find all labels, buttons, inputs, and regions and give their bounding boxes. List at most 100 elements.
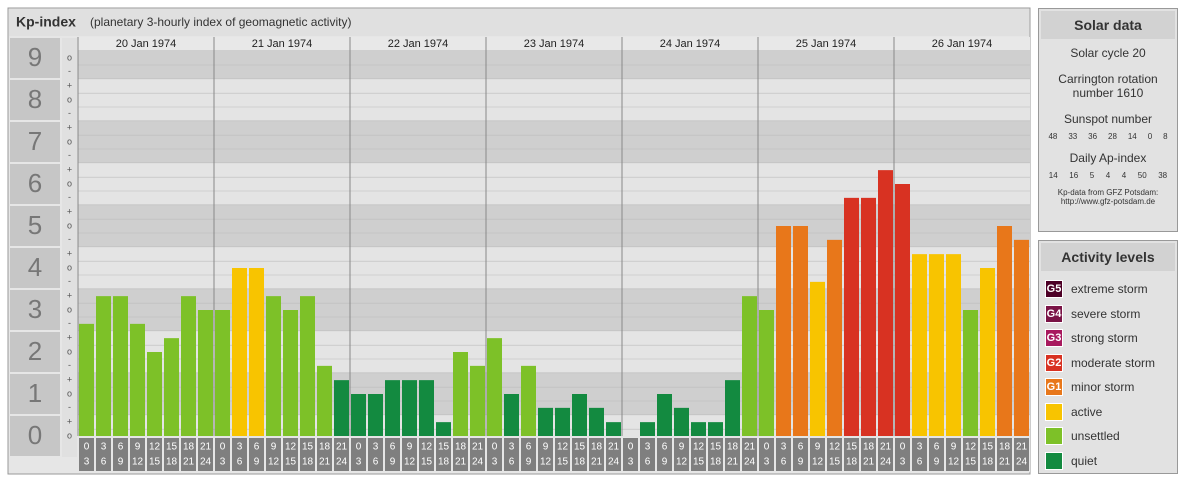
hour-box [776,438,791,471]
minor-tick-label: o [67,94,72,104]
day-label: 20 Jan 1974 [116,38,177,50]
hour-label: 12 [557,442,569,453]
hour-box [691,438,706,471]
minor-tick-label: - [68,402,71,412]
legend-item: G2 moderate storm [1039,351,1177,376]
hour-label: 21 [727,457,739,468]
day-label: 21 Jan 1974 [252,38,313,50]
legend-item: unsettled [1039,424,1177,449]
legend-label: strong storm [1071,331,1138,346]
hour-box [606,438,621,471]
bar [912,254,927,436]
hour-box [623,438,638,471]
y-tick-label: 7 [28,126,42,156]
hour-label: 18 [166,457,178,468]
hour-label: 18 [846,457,858,468]
legend-swatch [1045,451,1063,470]
sunspot-value: 28 [1108,132,1117,141]
hour-label: 3 [492,457,498,468]
hour-label: 9 [951,442,957,453]
hour-box [810,438,825,471]
hour-box [793,438,808,471]
y-label-cell [10,332,60,372]
bar [266,296,281,436]
day-label: 23 Jan 1974 [524,38,585,50]
day-label: 26 Jan 1974 [932,38,993,50]
hour-label: 18 [727,442,739,453]
ap-row: 14 16 5 4 4 50 38 [1043,171,1173,180]
bar [538,407,553,436]
hour-label: 6 [101,457,107,468]
minor-tick-label: - [68,234,71,244]
hour-label: 3 [628,457,634,468]
bar [878,170,893,436]
y-tick-label: 9 [28,42,42,72]
bar [130,323,145,436]
hour-label: 18 [999,442,1011,453]
bar [810,281,825,436]
hour-box [419,438,434,471]
y-tick-label: 0 [28,420,42,450]
bar [79,323,94,436]
band [78,79,1030,121]
hour-label: 9 [662,457,668,468]
hour-box [1014,438,1029,471]
bar [215,310,230,436]
minor-tick-label: + [67,165,72,175]
hour-box [249,438,264,471]
minor-tick-label: - [68,108,71,118]
legend-item: G4 severe storm [1039,302,1177,327]
hour-label: 21 [1016,442,1028,453]
hour-label: 12 [965,442,977,453]
hour-label: 0 [628,442,634,453]
hour-label: 0 [764,442,770,453]
bar [657,394,672,436]
hour-label: 15 [846,442,858,453]
bar [283,310,298,436]
hour-label: 9 [679,442,685,453]
hour-label: 15 [574,442,586,453]
hour-label: 12 [132,457,144,468]
hour-box [929,438,944,471]
day-label: 22 Jan 1974 [388,38,449,50]
bar [504,394,519,436]
band [78,121,1030,163]
bar [708,422,723,436]
hour-label: 15 [693,457,705,468]
hour-box [317,438,332,471]
day-label: 25 Jan 1974 [796,38,857,50]
hour-label: 12 [285,442,297,453]
legend-item: quiet [1039,449,1177,474]
legend-item: active [1039,400,1177,425]
sunspot-value: 0 [1147,132,1153,141]
bar [487,338,502,436]
hour-label: 6 [917,457,923,468]
legend-swatch: G2 [1045,353,1063,372]
hour-box [113,438,128,471]
y-tick-label: 4 [28,252,42,282]
hour-label: 18 [183,442,195,453]
y-label-cell [10,122,60,162]
header-bar [9,9,1029,36]
hour-label: 18 [863,442,875,453]
y-tick-label: 3 [28,294,42,324]
hour-label: 3 [237,442,243,453]
bar [946,254,961,436]
day-strip [78,37,1030,50]
hour-label: 18 [302,457,314,468]
hour-label: 21 [336,442,348,453]
hour-label: 24 [336,457,348,468]
bar [759,310,774,436]
hour-label: 21 [455,457,467,468]
hour-box [844,438,859,471]
bar [521,365,536,436]
bar [980,268,995,436]
sunspot-row: 48 33 36 28 14 0 8 [1043,132,1173,141]
bar [844,197,859,436]
hour-label: 3 [781,442,787,453]
bar [793,226,808,436]
hour-label: 18 [455,442,467,453]
y-label-cell [10,38,60,78]
sunspot-value: 14 [1127,132,1137,141]
